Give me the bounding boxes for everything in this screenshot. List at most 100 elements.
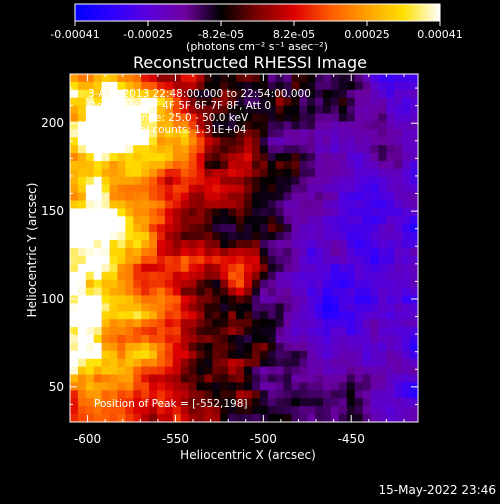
image-pixel [299,192,308,202]
image-pixel [228,184,237,194]
image-pixel [315,176,324,186]
image-pixel [70,161,79,170]
image-pixel [402,342,411,352]
image-pixel [354,255,364,265]
image-pixel [299,398,308,407]
image-pixel [236,176,245,186]
image-pixel [141,137,150,146]
image-pixel [157,113,166,123]
image-pixel [236,255,245,265]
image-pixel [370,390,380,399]
image-pixel [323,105,332,115]
image-pixel [378,295,387,304]
image-pixel [109,398,119,407]
image-pixel [196,97,206,107]
image-pixel [275,271,285,281]
image-pixel [101,335,111,344]
image-pixel [402,89,411,99]
image-pixel [228,335,237,344]
image-pixel [196,342,206,352]
image-pixel [291,311,300,320]
image-pixel [149,192,158,202]
image-pixel [236,366,245,376]
image-pixel [109,137,119,146]
image-pixel [394,255,403,265]
image-pixel [362,271,372,281]
image-pixel [362,216,372,225]
image-pixel [402,137,411,146]
image-pixel [275,240,285,249]
image-pixel [354,319,364,328]
image-pixel [362,161,372,170]
image-pixel [117,176,126,186]
image-pixel [370,350,380,360]
image-pixel [77,216,87,225]
image-pixel [93,342,103,352]
image-pixel [196,74,206,83]
image-pixel [101,271,111,281]
image-pixel [410,255,418,265]
image-pixel [402,366,411,376]
image-pixel [70,208,79,217]
image-pixel [180,216,190,225]
image-pixel [267,240,277,249]
image-pixel [244,335,253,344]
image-pixel [77,129,87,138]
image-pixel [259,263,269,273]
image-pixel [157,414,166,422]
image-pixel [378,168,387,178]
image-pixel [125,240,134,249]
image-pixel [299,216,308,225]
image-pixel [212,350,221,360]
image-pixel [299,168,308,178]
image-pixel [362,390,372,399]
image-pixel [275,153,285,162]
image-pixel [299,390,308,399]
image-pixel [101,398,111,407]
image-pixel [101,255,111,265]
image-pixel [323,89,332,99]
image-pixel [125,153,134,162]
image-pixel [125,366,134,376]
image-pixel [85,374,95,384]
image-pixel [251,129,261,138]
image-pixel [315,137,324,146]
image-pixel [354,295,364,304]
image-pixel [251,81,261,91]
image-pixel [299,248,308,257]
image-pixel [77,311,87,320]
image-pixel [402,374,411,384]
x-axis-label: Heliocentric X (arcsec) [180,448,316,462]
image-pixel [386,311,395,320]
image-pixel [93,137,103,146]
image-pixel [77,335,87,344]
image-pixel [299,287,308,297]
image-pixel [133,311,142,320]
image-pixel [164,216,174,225]
image-pixel [149,81,158,91]
image-pixel [354,105,364,115]
image-pixel [323,271,332,281]
image-pixel [323,145,332,154]
image-pixel [220,374,229,384]
image-pixel [212,271,221,281]
image-pixel [101,168,111,178]
image-pixel [101,113,111,123]
image-pixel [117,153,126,162]
image-pixel [141,279,150,289]
image-pixel [394,137,403,146]
image-pixel [323,168,332,178]
image-pixel [370,89,380,99]
image-pixel [386,358,395,368]
image-pixel [259,342,269,352]
image-pixel [338,390,348,399]
image-pixel [378,335,387,344]
image-pixel [267,414,277,422]
image-pixel [370,319,380,328]
image-pixel [172,327,182,336]
image-pixel [125,287,134,297]
image-pixel [275,350,285,360]
image-pixel [315,200,324,210]
image-pixel [109,335,119,344]
image-pixel [204,81,213,91]
